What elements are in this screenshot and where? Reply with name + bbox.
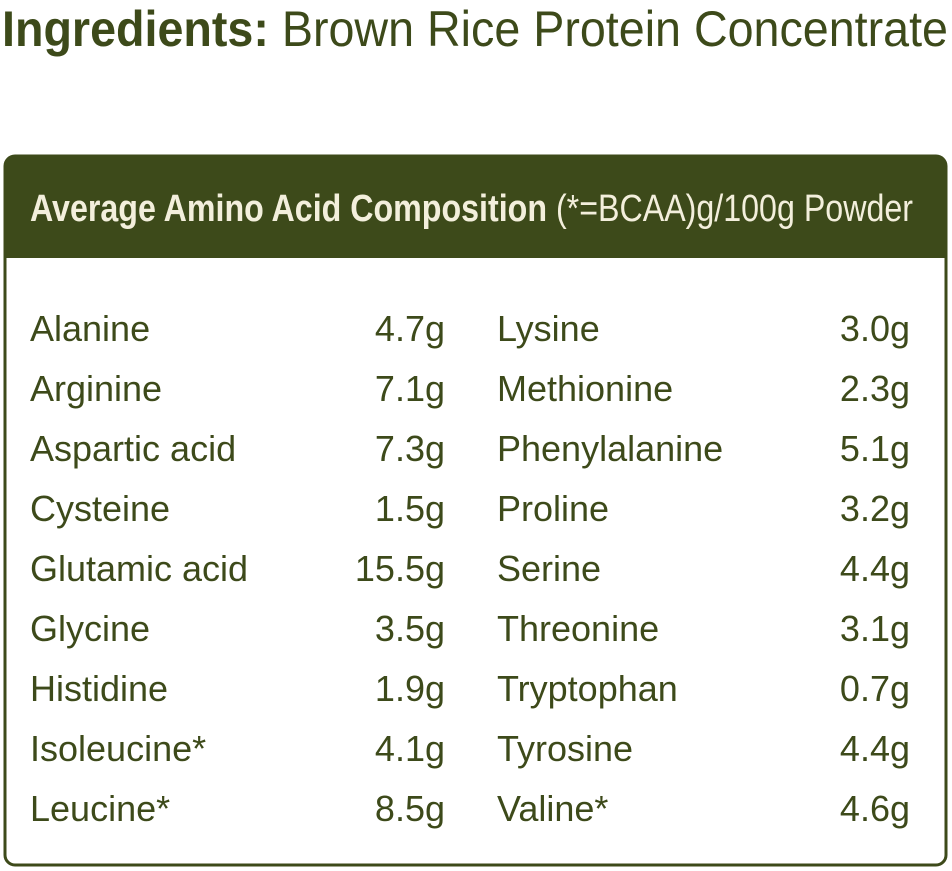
amino-acid-name: Valine* [497,788,608,829]
amino-acid-name: Lysine [497,308,600,349]
ingredients-label: Ingredients: [2,1,269,57]
amino-acid-name: Arginine [30,368,162,409]
amino-acid-amount: 3.1g [840,608,910,649]
amino-acid-amount: 7.1g [375,368,445,409]
amino-acid-name: Threonine [497,608,659,649]
amino-acid-amount: 8.5g [375,788,445,829]
amino-acid-amount: 1.5g [375,488,445,529]
amino-acid-name: Isoleucine* [30,728,206,769]
amino-acid-name: Cysteine [30,488,170,529]
amino-acid-amount: 4.4g [840,548,910,589]
table-rows: Alanine 4.7g Lysine 3.0g Arginine 7.1g Methion… [30,308,910,829]
amino-acid-amount: 7.3g [375,428,445,469]
amino-acid-name: Methionine [497,368,673,409]
amino-acid-amount: 4.1g [375,728,445,769]
amino-acid-name: Leucine* [30,788,170,829]
amino-acid-name: Serine [497,548,601,589]
amino-acid-name: Tyrosine [497,728,633,769]
ingredients-text: Brown Rice Protein Concentrate [282,1,948,57]
table-header-band [5,156,946,258]
amino-acid-amount: 0.7g [840,668,910,709]
amino-acid-amount: 4.7g [375,308,445,349]
amino-acid-amount: 2.3g [840,368,910,409]
amino-acid-name: Histidine [30,668,168,709]
amino-acid-name: Glutamic acid [30,548,248,589]
ingredients-line: Ingredients: Brown Rice Protein Concentr… [2,1,948,57]
amino-acid-amount: 3.2g [840,488,910,529]
amino-acid-amount: 4.6g [840,788,910,829]
amino-acid-amount: 3.0g [840,308,910,349]
amino-acid-amount: 1.9g [375,668,445,709]
table-header-title: Average Amino Acid Composition [30,188,547,230]
amino-acid-amount: 15.5g [355,548,445,589]
table-header-subtitle: (*=BCAA)g/100g Powder [556,188,913,230]
amino-acid-amount: 5.1g [840,428,910,469]
table-header: Average Amino Acid Composition (*=BCAA)g… [30,188,913,230]
amino-acid-name: Glycine [30,608,150,649]
amino-acid-name: Aspartic acid [30,428,236,469]
amino-acid-amount: 4.4g [840,728,910,769]
amino-acid-name: Phenylalanine [497,428,723,469]
amino-acid-name: Proline [497,488,609,529]
amino-acid-amount: 3.5g [375,608,445,649]
amino-acid-name: Alanine [30,308,150,349]
amino-acid-name: Tryptophan [497,668,678,709]
